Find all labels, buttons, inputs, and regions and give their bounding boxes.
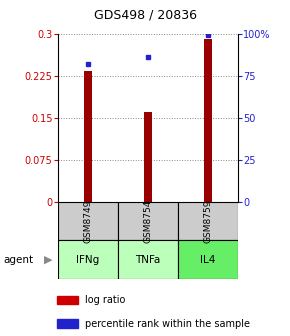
Bar	[58, 202, 118, 240]
Text: ▶: ▶	[44, 255, 52, 264]
Bar	[57, 320, 78, 328]
Text: TNFa: TNFa	[135, 255, 161, 264]
Bar	[118, 240, 178, 279]
Bar	[178, 202, 238, 240]
Text: GSM8749: GSM8749	[84, 199, 93, 243]
Bar	[57, 296, 78, 304]
Bar	[144, 112, 152, 202]
Text: percentile rank within the sample: percentile rank within the sample	[85, 319, 250, 329]
Bar	[58, 240, 118, 279]
Text: IFNg: IFNg	[76, 255, 99, 264]
Bar	[204, 39, 212, 202]
Text: IL4: IL4	[200, 255, 215, 264]
Text: log ratio: log ratio	[85, 295, 125, 305]
Bar	[84, 71, 92, 202]
Bar	[118, 202, 178, 240]
Text: GDS498 / 20836: GDS498 / 20836	[93, 9, 197, 22]
Bar	[178, 240, 238, 279]
Text: GSM8759: GSM8759	[203, 199, 212, 243]
Text: agent: agent	[3, 255, 33, 264]
Text: GSM8754: GSM8754	[143, 199, 153, 243]
